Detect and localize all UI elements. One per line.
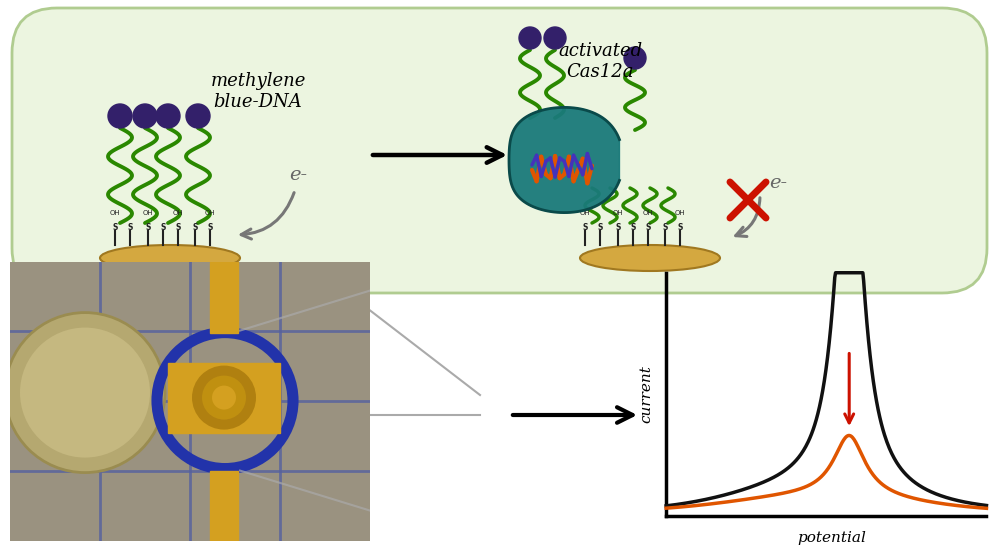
Bar: [168, 363, 280, 433]
Text: OH: OH: [173, 210, 183, 216]
Text: S: S: [662, 222, 668, 231]
Text: S: S: [175, 222, 181, 231]
Circle shape: [20, 328, 150, 458]
Text: S: S: [160, 222, 166, 231]
Circle shape: [186, 104, 210, 128]
Text: S: S: [192, 222, 198, 231]
Text: activated
Cas12a: activated Cas12a: [558, 42, 642, 81]
FancyBboxPatch shape: [12, 8, 987, 293]
Ellipse shape: [100, 245, 240, 271]
Circle shape: [156, 104, 180, 128]
Circle shape: [5, 312, 165, 472]
Text: OH: OH: [675, 210, 685, 216]
Circle shape: [133, 104, 157, 128]
Text: current: current: [640, 366, 654, 423]
Text: OH: OH: [205, 210, 215, 216]
Ellipse shape: [580, 245, 720, 271]
Text: S: S: [207, 222, 213, 231]
Text: e-: e-: [289, 166, 307, 184]
Bar: [210, 262, 238, 333]
Text: S: S: [677, 222, 683, 231]
Text: S: S: [630, 222, 636, 231]
Circle shape: [624, 47, 646, 69]
Text: OH: OH: [613, 210, 623, 216]
Text: methylene
blue-DNA: methylene blue-DNA: [210, 72, 306, 111]
Circle shape: [519, 27, 541, 49]
Polygon shape: [509, 107, 619, 212]
Text: S: S: [597, 222, 603, 231]
Circle shape: [108, 104, 132, 128]
Text: OH: OH: [643, 210, 653, 216]
Text: potential: potential: [797, 531, 866, 545]
Circle shape: [212, 386, 236, 410]
Text: OH: OH: [580, 210, 590, 216]
Text: OH: OH: [143, 210, 153, 216]
Text: S: S: [127, 222, 133, 231]
Circle shape: [544, 27, 566, 49]
Text: S: S: [615, 222, 621, 231]
Circle shape: [202, 376, 246, 420]
Bar: [210, 471, 238, 541]
Circle shape: [192, 366, 256, 429]
Text: S: S: [112, 222, 118, 231]
Text: e-: e-: [769, 174, 787, 192]
Text: S: S: [645, 222, 651, 231]
Text: OH: OH: [110, 210, 120, 216]
Text: S: S: [582, 222, 588, 231]
Text: S: S: [145, 222, 151, 231]
